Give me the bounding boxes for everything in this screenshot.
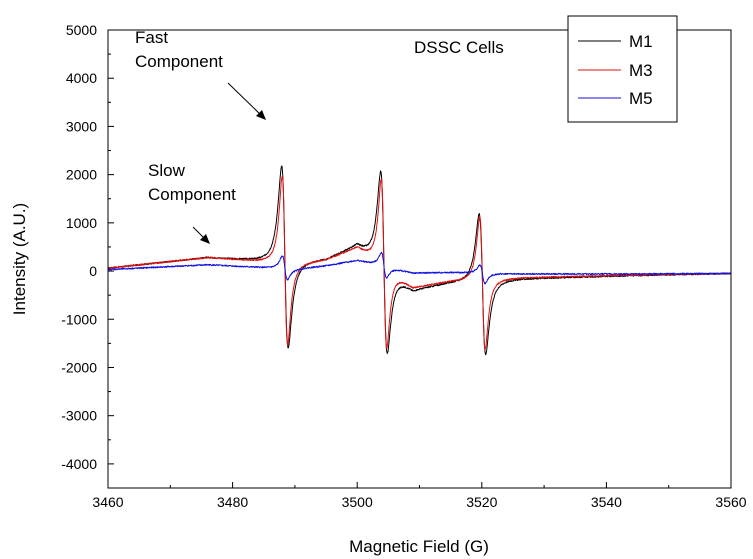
annotation-slow-line2: Component <box>148 185 236 204</box>
y-tick-label: 1000 <box>66 215 97 231</box>
legend-label-m3: M3 <box>629 61 653 80</box>
x-tick-label: 3560 <box>715 494 746 510</box>
annotation-fast-line1: Fast <box>135 28 168 47</box>
legend: M1 M3 M5 <box>567 15 678 123</box>
x-tick-label: 3480 <box>217 494 248 510</box>
y-tick-label: -4000 <box>61 456 97 472</box>
legend-label-m5: M5 <box>629 89 653 108</box>
series-line-m5 <box>107 251 732 285</box>
y-tick-label: -2000 <box>61 359 97 375</box>
legend-box <box>567 15 678 123</box>
y-tick-label: 2000 <box>66 167 97 183</box>
y-tick-label: -1000 <box>61 311 97 327</box>
y-tick-label: 0 <box>89 263 97 279</box>
y-tick-label: 5000 <box>66 22 97 38</box>
legend-label-m1: M1 <box>629 32 653 51</box>
y-tick-label: 3000 <box>66 118 97 134</box>
x-tick-label: 3540 <box>591 494 622 510</box>
annotation-dssc-cells: DSSC Cells <box>414 38 504 57</box>
fast-arrow-head <box>256 110 266 120</box>
y-tick-label: -3000 <box>61 408 97 424</box>
x-axis-title: Magnetic Field (G) <box>349 537 489 556</box>
x-tick-label: 3460 <box>92 494 123 510</box>
annotation-slow-component: Slow Component <box>148 161 236 204</box>
fast-arrow-line <box>227 82 264 118</box>
x-tick-label: 3500 <box>342 494 373 510</box>
y-tick-label: 4000 <box>66 70 97 86</box>
annotation-slow-line1: Slow <box>148 161 186 180</box>
y-axis-title: Intensity (A.U.) <box>10 203 29 315</box>
ticks-layer: 3460 3480 3500 3520 3540 3560 -4000 -3000 -2000 -… <box>61 22 747 510</box>
slow-arrow-head <box>200 234 210 244</box>
series-layer <box>107 165 732 356</box>
annotation-fast-line2: Component <box>135 52 223 71</box>
annotation-fast-component: Fast Component <box>135 28 223 71</box>
x-tick-label: 3520 <box>466 494 497 510</box>
series-line-m3 <box>107 176 732 351</box>
